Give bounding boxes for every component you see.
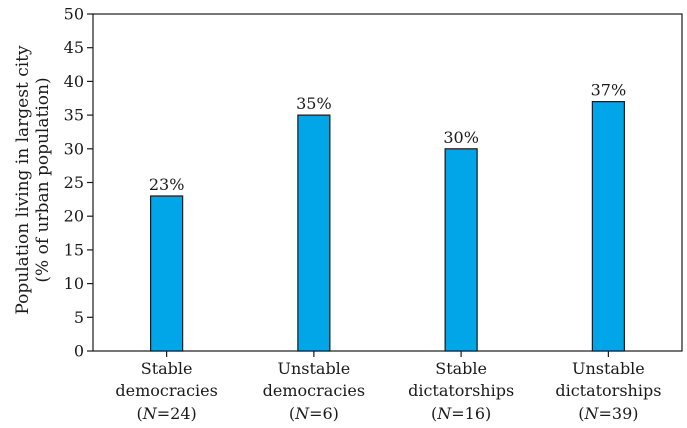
y-tick-label: 50 — [64, 5, 84, 24]
y-tick-label: 40 — [64, 72, 84, 91]
bar-data-label: 30% — [443, 128, 479, 147]
y-axis-label-line1: Population living in largest city — [13, 45, 33, 315]
y-tick-label: 25 — [64, 173, 84, 192]
x-tick-label-n: (N=24) — [136, 404, 196, 423]
x-tick-label-line2: democracies — [263, 381, 365, 400]
bar-data-label: 35% — [296, 94, 332, 113]
bar — [591, 101, 625, 352]
y-tick-label: 5 — [74, 308, 84, 327]
x-tick-label-line1: Stable — [435, 359, 487, 378]
y-tick-label: 20 — [64, 207, 84, 226]
x-tick-label-n: (N=39) — [578, 404, 638, 423]
y-tick-label: 0 — [74, 342, 84, 361]
x-tick-label-line1: Unstable — [277, 359, 350, 378]
y-tick-label: 10 — [64, 274, 84, 293]
bar-data-label: 37% — [591, 81, 627, 100]
y-tick-label: 45 — [64, 38, 84, 57]
bar — [297, 114, 331, 352]
plot-area: 0 5 10 15 20 25 30 35 40 45 50 23% Stable democracies… — [64, 5, 683, 423]
bar — [150, 195, 184, 352]
bar-data-label: 23% — [149, 175, 185, 194]
y-tick-label: 15 — [64, 240, 84, 259]
x-tick-label-n: (N=16) — [431, 404, 491, 423]
x-tick-label-line2: dictatorships — [555, 381, 661, 400]
x-tick-label-line2: democracies — [115, 381, 217, 400]
x-tick-label-n: (N=6) — [289, 404, 339, 423]
bar — [444, 148, 478, 352]
x-tick-label-line1: Stable — [141, 359, 193, 378]
x-tick-label-line2: dictatorships — [408, 381, 514, 400]
y-tick-label: 30 — [64, 139, 84, 158]
x-tick-label-line1: Unstable — [572, 359, 645, 378]
y-axis-label-line2: (% of urban population) — [33, 77, 53, 282]
y-tick-label: 35 — [64, 106, 84, 125]
